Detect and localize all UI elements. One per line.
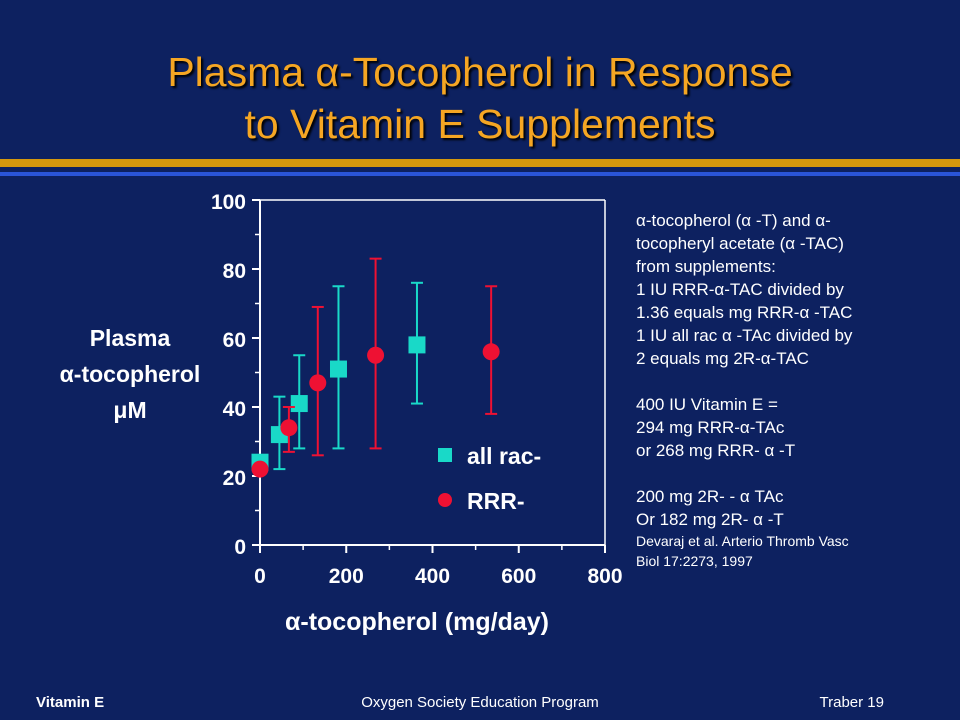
note-gap (636, 462, 956, 485)
note-line: or 268 mg RRR- α -T (636, 441, 796, 460)
x-axis-title: α-tocopherol (mg/day) (285, 608, 549, 636)
note-line: 1 IU RRR-α-TAC divided by (636, 280, 844, 299)
y-tick-label: 100 (211, 191, 246, 214)
data-point-square (408, 336, 426, 354)
note-line: tocopheryl acetate (α -TAC) (636, 234, 844, 253)
x-tick-label: 800 (587, 565, 622, 588)
note-line: 294 mg RRR-α-TAc (636, 418, 785, 437)
y-tick-label: 80 (223, 260, 246, 283)
y-axis-title-line: Plasma (90, 325, 171, 351)
chart-series (251, 257, 500, 478)
series-rrr (251, 257, 500, 478)
y-tick-label: 40 (223, 398, 246, 421)
note-line: 200 mg 2R- - α TAc (636, 487, 784, 506)
note-line: 400 IU Vitamin E = (636, 395, 778, 414)
legend-swatch-square (438, 448, 452, 462)
x-tick-label: 400 (415, 565, 450, 588)
notes-panel: α-tocopherol (α -T) and α- tocopheryl ac… (636, 209, 956, 571)
chart-legend: all rac- RRR- (438, 443, 541, 514)
y-tick-label: 0 (234, 536, 246, 559)
y-axis-title-line: μM (113, 397, 146, 423)
legend-label: all rac- (467, 443, 541, 469)
y-axis-title-line: α-tocopherol (60, 361, 201, 387)
note-line: Or 182 mg 2R- α -T (636, 510, 784, 529)
slide-title: Plasma α-Tocopherol in Response to Vitam… (40, 46, 920, 150)
citation-line: Biol 17:2273, 1997 (636, 553, 753, 569)
data-point-circle (251, 460, 269, 478)
y-tick-label: 60 (223, 329, 246, 352)
slide-title-line-1: Plasma α-Tocopherol in Response (167, 49, 793, 95)
y-tick-label: 20 (223, 467, 246, 490)
slide-title-line-2: to Vitamin E Supplements (244, 101, 716, 147)
chart-labels: α-tocopherol (mg/day) Plasma α-tocopherol μ… (60, 325, 549, 636)
data-point-circle (482, 343, 500, 361)
data-point-square (290, 395, 308, 413)
note-line: 1.36 equals mg RRR-α -TAC (636, 303, 853, 322)
note-line: α-tocopherol (α -T) and α- (636, 211, 831, 230)
data-point-circle (367, 346, 385, 364)
legend-label: RRR- (467, 488, 525, 514)
citation-line: Devaraj et al. Arterio Thromb Vasc (636, 533, 849, 549)
x-tick-label: 0 (254, 565, 266, 588)
legend-swatch-circle (438, 493, 452, 507)
chart-frame (259, 199, 606, 546)
footer-program: Oxygen Society Education Program (361, 694, 599, 711)
footer-topic: Vitamin E (36, 694, 105, 711)
data-point-circle (309, 374, 327, 392)
chart-ticks: 0 20 40 60 80 100 0 200 400 600 800 (211, 191, 623, 588)
note-line: 1 IU all rac α -TAc divided by (636, 326, 853, 345)
note-line: from supplements: (636, 257, 776, 276)
data-point-circle (280, 419, 298, 437)
title-divider-gold (0, 159, 960, 167)
x-tick-label: 600 (501, 565, 536, 588)
note-gap (636, 370, 956, 393)
data-point-square (329, 360, 347, 378)
footer-page: Traber 19 (819, 694, 884, 711)
title-divider-blue (0, 172, 960, 176)
series-all-rac (251, 281, 426, 471)
note-line: 2 equals mg 2R-α-TAC (636, 349, 809, 368)
x-tick-label: 200 (329, 565, 364, 588)
